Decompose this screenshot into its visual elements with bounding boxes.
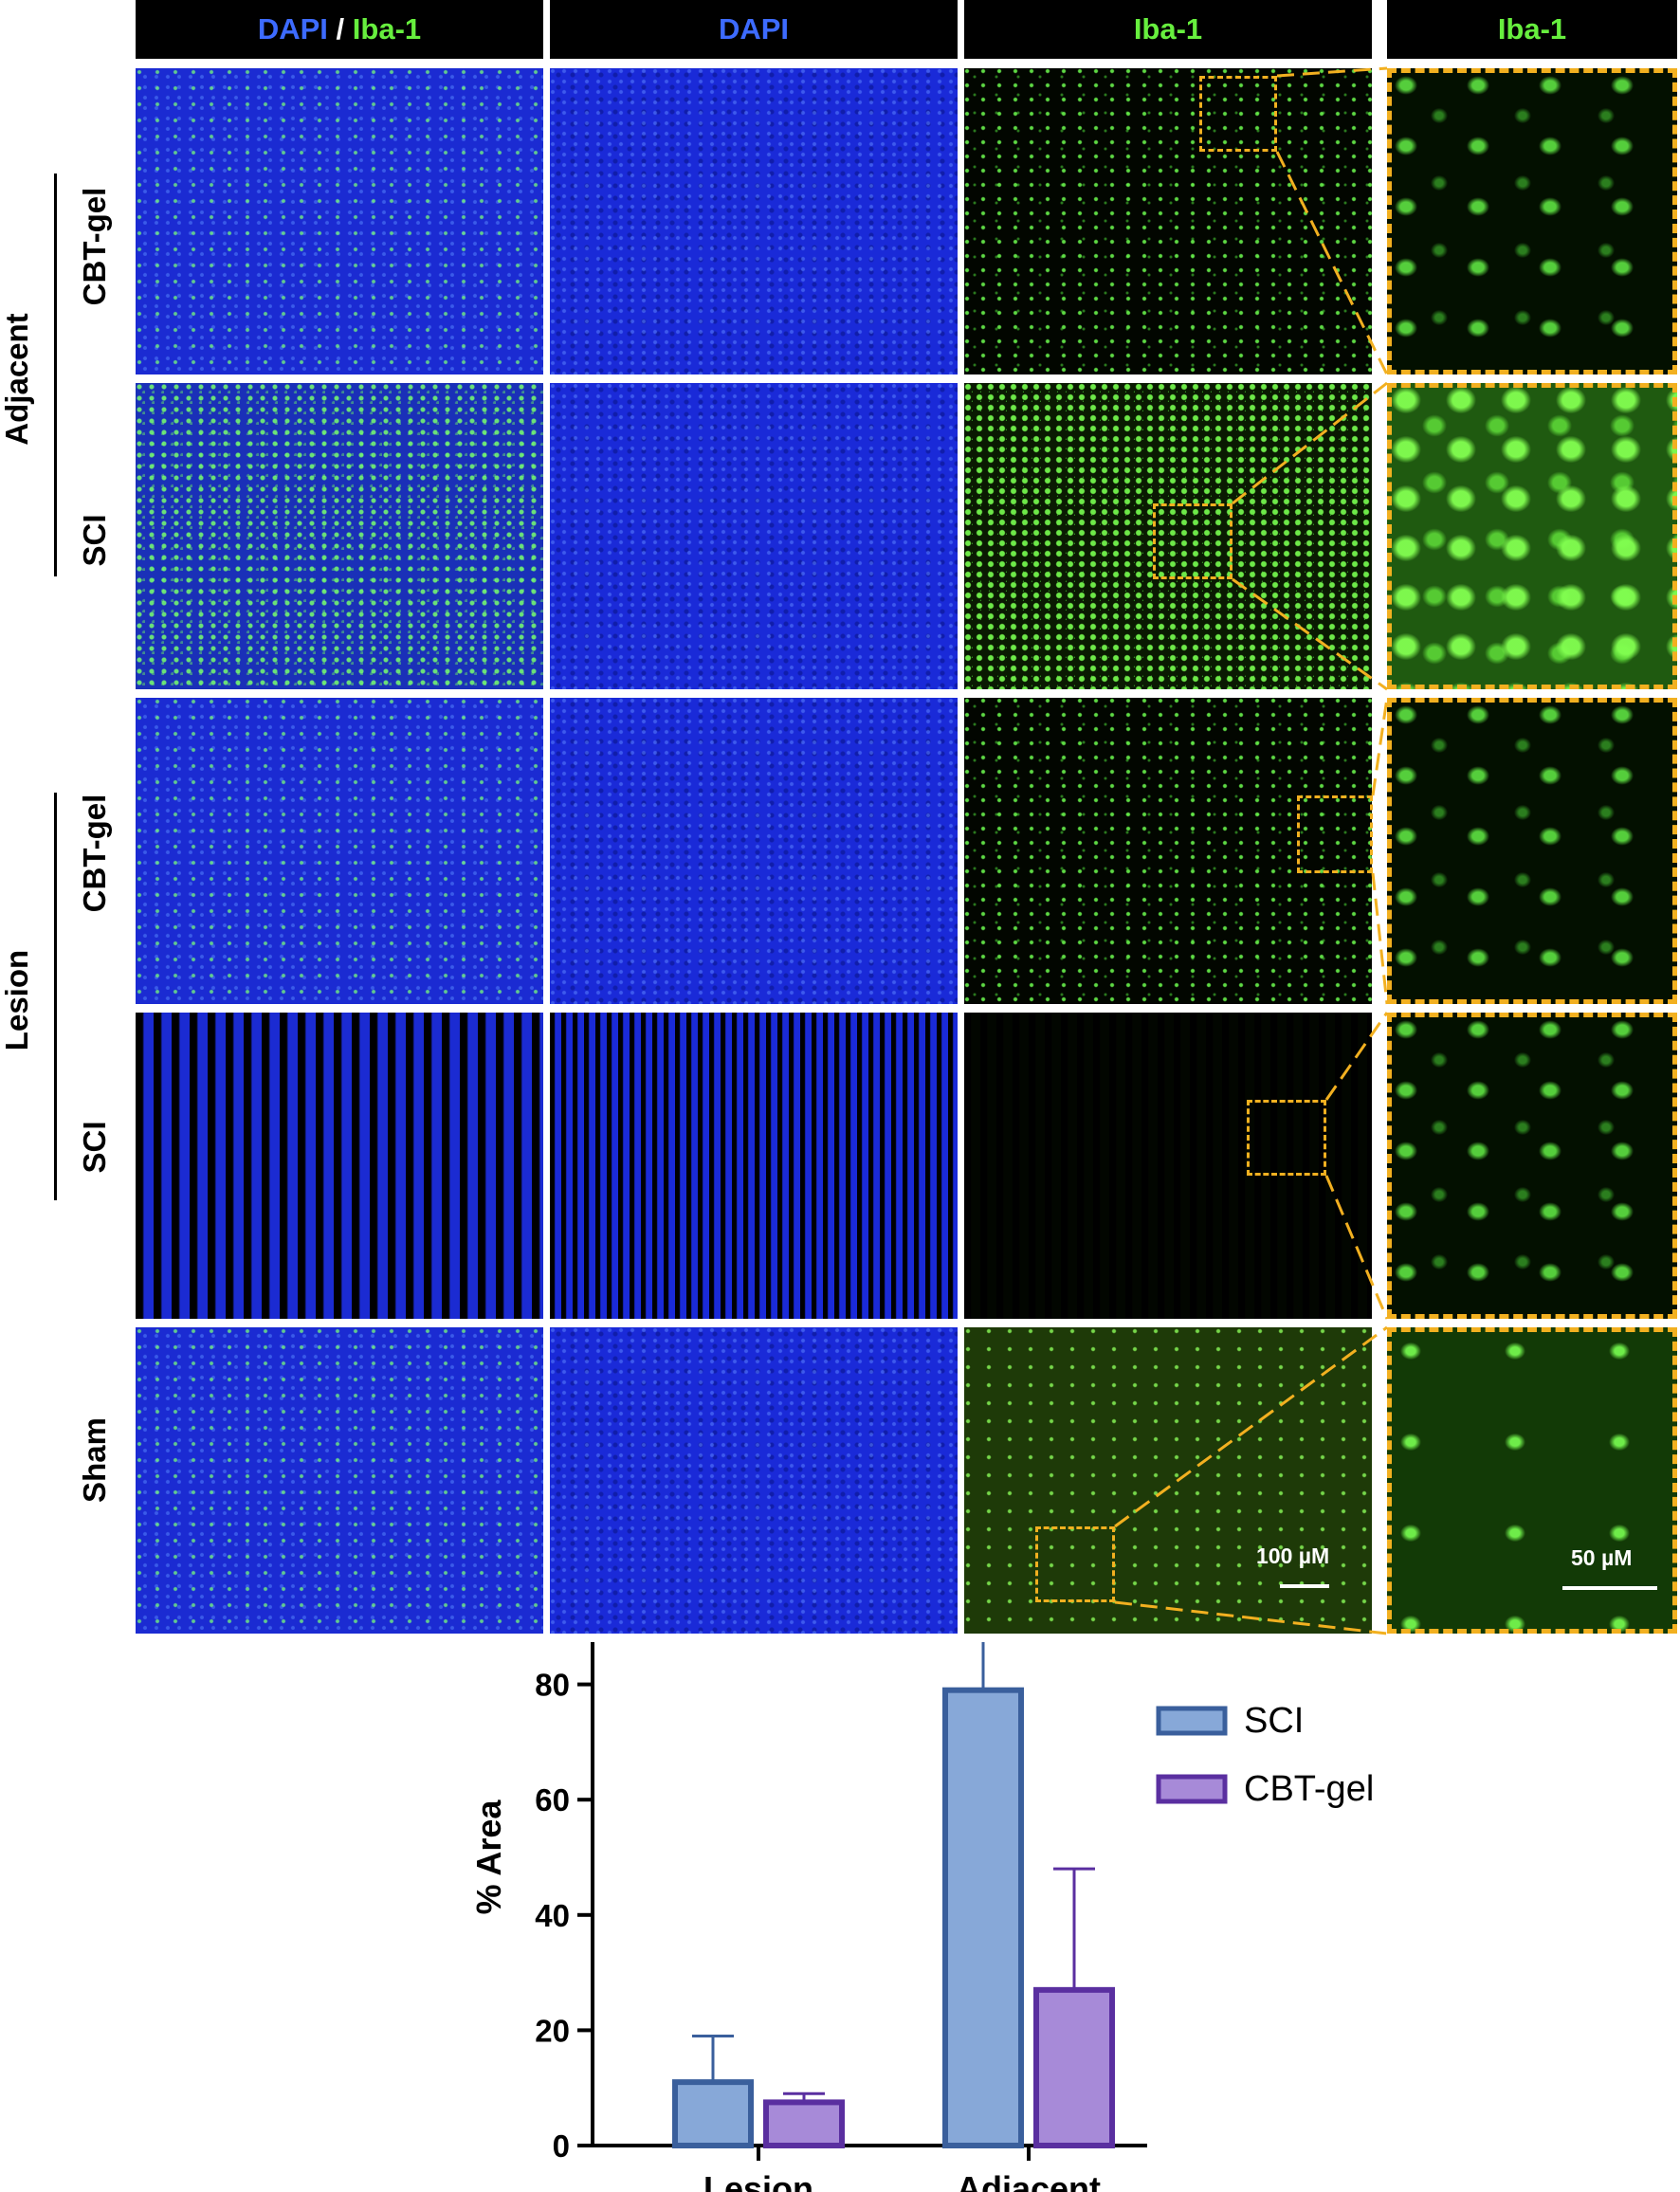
roi-lesion-sci <box>1247 1100 1326 1176</box>
connector-les-cbt-top <box>1371 697 1389 796</box>
scale-label-zoom: 50 µM <box>1571 1545 1633 1570</box>
connector-les-cbt-bottom <box>1371 872 1389 1005</box>
panel-adjacent-sci-merge <box>136 383 543 689</box>
row-label-lesion-cbt: CBT-gel <box>77 794 112 913</box>
panel-lesion-cbt-zoom <box>1387 698 1677 1004</box>
roi-lesion-cbt <box>1297 795 1373 873</box>
header-merge-iba: Iba-1 <box>352 12 422 46</box>
y-tick-label: 0 <box>553 2128 570 2164</box>
bar-sci-adjacent <box>942 1687 1024 2149</box>
header-iba-zoom: Iba-1 <box>1387 0 1677 59</box>
header-iba-label: Iba-1 <box>1133 12 1203 46</box>
bar-chart: 020406080100% AreaLesionAdjacentSCICBT-g… <box>469 1642 1374 2192</box>
header-merge-separator: / <box>327 12 353 46</box>
y-tick-label: 40 <box>535 1898 570 1933</box>
row-label-adjacent-cbt: CBT-gel <box>77 187 112 306</box>
roi-adjacent-sci <box>1153 503 1233 579</box>
panel-lesion-cbt-iba <box>964 698 1372 1004</box>
group-label-lesion: Lesion <box>0 949 34 1051</box>
y-tick-label: 60 <box>535 1782 570 1818</box>
y-axis-label: % Area <box>469 1799 508 1915</box>
x-tick-label: Adjacent <box>957 2169 1101 2192</box>
y-tick-label: 80 <box>535 1668 570 1703</box>
zoom-frame-lesion-cbt <box>1387 698 1677 1004</box>
x-tick-label: Lesion <box>703 2169 813 2192</box>
row-label-sham: Sham <box>77 1417 112 1503</box>
scale-label-main: 100 µM <box>1256 1544 1330 1568</box>
panel-lesion-sci-zoom <box>1387 1013 1677 1319</box>
roi-adjacent-cbt <box>1199 76 1277 152</box>
legend-label-sci: SCI <box>1244 1701 1304 1741</box>
header-dapi: DAPI <box>550 0 958 59</box>
scale-bar-main <box>1280 1584 1329 1588</box>
header-dapi-label: DAPI <box>718 12 790 46</box>
panel-lesion-cbt-merge <box>136 698 543 1004</box>
panel-sham-zoom <box>1387 1327 1677 1634</box>
panel-lesion-cbt-dapi <box>550 698 958 1004</box>
zoom-frame-sham <box>1387 1327 1677 1634</box>
bracket-lesion <box>54 793 57 1200</box>
row-label-adjacent-sci: SCI <box>77 514 112 567</box>
zoom-frame-lesion-sci <box>1387 1013 1677 1319</box>
group-label-adjacent: Adjacent <box>0 313 34 446</box>
bracket-adjacent <box>54 174 57 576</box>
legend-swatch-sci <box>1156 1706 1228 1736</box>
legend-swatch-cbt-gel <box>1156 1774 1228 1804</box>
bar-sci-lesion <box>672 2079 754 2148</box>
header-iba: Iba-1 <box>964 0 1372 59</box>
bar-cbt-gel-adjacent <box>1033 1986 1115 2148</box>
y-tick-label: 20 <box>535 2013 570 2048</box>
header-iba-zoom-label: Iba-1 <box>1497 12 1567 46</box>
scale-bar-zoom <box>1562 1586 1657 1590</box>
panel-adjacent-cbt-merge <box>136 68 543 374</box>
header-merge: DAPI / Iba-1 <box>136 0 543 59</box>
panel-sham-dapi <box>550 1327 958 1634</box>
zoom-frame-adjacent-cbt <box>1387 68 1677 374</box>
panel-lesion-sci-dapi <box>550 1013 958 1319</box>
header-merge-dapi: DAPI <box>257 12 328 46</box>
bar-cbt-gel-lesion <box>763 2099 845 2148</box>
panel-lesion-sci-merge <box>136 1013 543 1319</box>
row-label-lesion-sci: SCI <box>77 1121 112 1174</box>
zoom-frame-adjacent-sci <box>1387 383 1677 689</box>
legend-label-cbt-gel: CBT-gel <box>1244 1769 1374 1809</box>
panel-lesion-sci-iba <box>964 1013 1372 1319</box>
panel-adjacent-sci-zoom <box>1387 383 1677 689</box>
roi-sham <box>1035 1526 1115 1602</box>
panel-adjacent-sci-dapi <box>550 383 958 689</box>
panel-adjacent-cbt-dapi <box>550 68 958 374</box>
panel-sham-merge <box>136 1327 543 1634</box>
panel-adjacent-cbt-zoom <box>1387 68 1677 374</box>
panel-adjacent-cbt-iba <box>964 68 1372 374</box>
